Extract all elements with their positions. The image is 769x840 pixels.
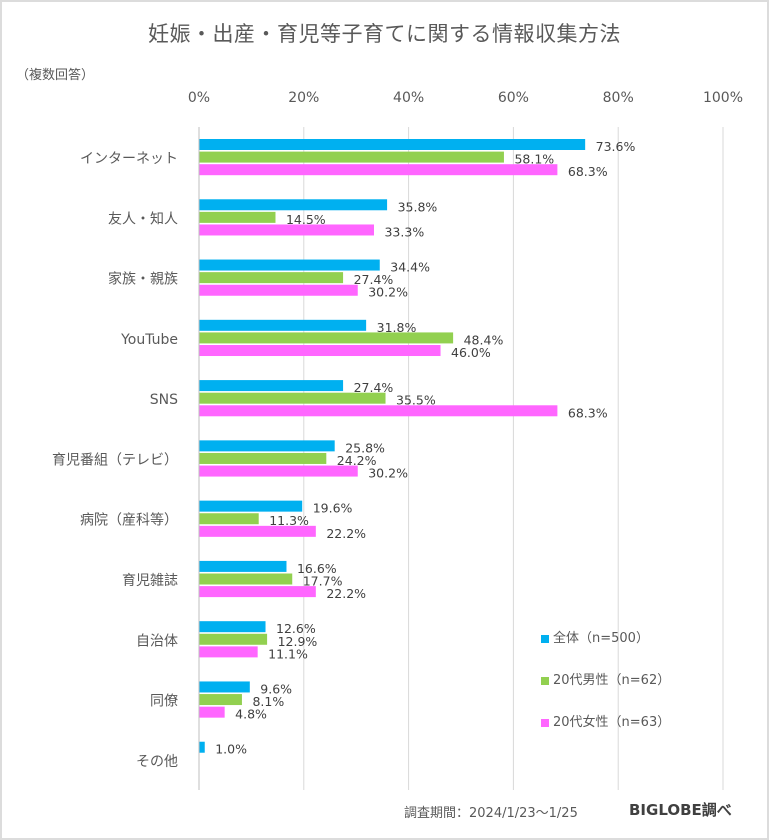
x-axis-ticks: 0% 20% 40% 60% 80% 100% bbox=[188, 90, 743, 106]
bar bbox=[199, 332, 454, 344]
data-label: 16.6% bbox=[297, 561, 337, 576]
source-credit: BIGLOBE調べ bbox=[629, 801, 732, 819]
data-label: 58.1% bbox=[514, 152, 554, 167]
category-label: インターネット bbox=[80, 151, 178, 167]
data-label: 12.6% bbox=[276, 621, 316, 636]
data-label: 34.4% bbox=[390, 260, 430, 275]
bar bbox=[199, 139, 586, 150]
category-label: 家族・親族 bbox=[108, 271, 178, 288]
data-label: 30.2% bbox=[368, 466, 408, 481]
bar bbox=[199, 345, 441, 357]
x-tick-label: 0% bbox=[188, 90, 210, 106]
category-label: YouTube bbox=[120, 332, 178, 348]
data-label: 27.4% bbox=[354, 272, 394, 287]
bar bbox=[199, 513, 259, 525]
legend-swatch-all bbox=[541, 634, 549, 643]
data-label: 24.2% bbox=[337, 453, 377, 468]
data-label: 73.6% bbox=[596, 139, 636, 154]
legend-label-male-20s: 20代男性（n=62） bbox=[553, 673, 671, 688]
bar bbox=[199, 259, 380, 271]
legend-item-male-20s: 20代男性（n=62） bbox=[541, 668, 670, 689]
data-label: 8.1% bbox=[252, 694, 284, 709]
category-label: 同僚 bbox=[150, 694, 178, 710]
data-label: 30.2% bbox=[368, 285, 408, 300]
bar bbox=[199, 224, 374, 236]
bar bbox=[199, 694, 242, 706]
category-label: その他 bbox=[136, 754, 178, 770]
data-label: 33.3% bbox=[384, 224, 424, 239]
data-label: 17.7% bbox=[303, 574, 343, 589]
bar bbox=[199, 392, 386, 404]
bar bbox=[199, 500, 303, 512]
data-label: 4.8% bbox=[235, 707, 267, 722]
data-label: 11.1% bbox=[268, 646, 308, 661]
bar bbox=[199, 465, 358, 477]
bar bbox=[199, 681, 250, 693]
bars bbox=[199, 139, 586, 753]
data-label: 22.2% bbox=[326, 526, 366, 541]
bar bbox=[199, 586, 316, 598]
category-label: SNS bbox=[150, 392, 178, 408]
bar bbox=[199, 525, 316, 537]
data-label: 27.4% bbox=[354, 380, 394, 395]
bar bbox=[199, 452, 327, 464]
data-label: 68.3% bbox=[568, 405, 608, 420]
legend-label-female-20s: 20代女性（n=63） bbox=[553, 715, 671, 730]
bar bbox=[199, 380, 344, 392]
data-label: 68.3% bbox=[568, 164, 608, 179]
data-label: 12.9% bbox=[278, 634, 318, 649]
data-label: 14.5% bbox=[286, 212, 326, 227]
data-label: 35.5% bbox=[396, 393, 436, 408]
data-label: 35.8% bbox=[398, 199, 438, 214]
bar bbox=[199, 151, 504, 163]
data-label: 1.0% bbox=[215, 742, 247, 757]
legend-swatch-male-20s bbox=[541, 676, 549, 685]
data-label: 9.6% bbox=[260, 681, 292, 696]
legend-swatch-female-20s bbox=[541, 718, 549, 727]
bar bbox=[199, 560, 287, 572]
gridlines bbox=[198, 127, 724, 790]
category-label: 育児番組（テレビ） bbox=[52, 452, 178, 468]
legend-item-all: 全体（n=500） bbox=[541, 626, 670, 647]
x-tick-label: 60% bbox=[498, 90, 529, 106]
bar bbox=[199, 272, 344, 284]
bar bbox=[199, 706, 225, 718]
data-label: 11.3% bbox=[269, 513, 309, 528]
category-label: 病院（産科等） bbox=[80, 512, 178, 529]
x-tick-label: 20% bbox=[288, 90, 319, 106]
legend-label-all: 全体（n=500） bbox=[553, 631, 649, 646]
data-labels: 73.6% 35.8% 34.4% 31.8% 27.4% 25.8% 19.6% 16.6%… bbox=[215, 139, 635, 757]
legend: 全体（n=500） 20代男性（n=62） 20代女性（n=63） bbox=[541, 626, 670, 752]
bar bbox=[199, 646, 258, 658]
bar bbox=[199, 211, 276, 223]
legend-item-female-20s: 20代女性（n=63） bbox=[541, 710, 670, 731]
bar bbox=[199, 319, 367, 331]
bar bbox=[199, 199, 388, 211]
data-label: 22.2% bbox=[326, 586, 366, 601]
chart-subtitle: （複数回答） bbox=[16, 68, 95, 83]
bar bbox=[199, 440, 335, 452]
x-tick-label: 80% bbox=[603, 90, 634, 106]
bar bbox=[199, 633, 268, 645]
bar bbox=[199, 621, 266, 633]
data-label: 46.0% bbox=[451, 345, 491, 360]
category-label: 友人・知人 bbox=[108, 210, 178, 227]
x-tick-label: 100% bbox=[703, 90, 743, 106]
category-label: 育児雑誌 bbox=[122, 573, 178, 589]
survey-period: 調査期間：2024/1/23～1/25 bbox=[404, 806, 578, 821]
data-label: 19.6% bbox=[313, 501, 353, 516]
data-label: 48.4% bbox=[464, 332, 504, 347]
chart-title: 妊娠・出産・育児等子育てに関する情報収集方法 bbox=[148, 22, 621, 46]
bar bbox=[199, 284, 358, 296]
data-label: 25.8% bbox=[345, 440, 385, 455]
data-label: 31.8% bbox=[377, 320, 417, 335]
bar bbox=[199, 405, 558, 417]
bar bbox=[199, 164, 558, 176]
bar bbox=[199, 741, 205, 753]
x-tick-label: 40% bbox=[393, 90, 424, 106]
category-label: 自治体 bbox=[136, 633, 178, 649]
bar bbox=[199, 573, 293, 585]
